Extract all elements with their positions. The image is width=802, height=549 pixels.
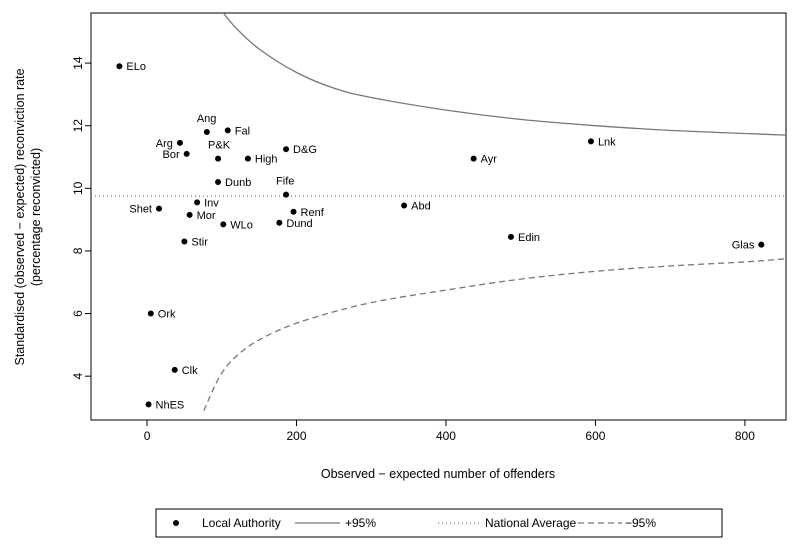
upper-95-curve <box>222 12 787 136</box>
lower-95-curve <box>203 258 787 411</box>
point-label: P&K <box>208 140 231 152</box>
y-tick-label: 10 <box>71 181 85 195</box>
x-tick-label: 400 <box>436 429 456 443</box>
point-label: Arg <box>156 138 173 150</box>
legend-point-marker <box>173 520 179 526</box>
point-label: Abd <box>411 201 431 213</box>
point-label: Renf <box>301 207 325 219</box>
point-inv <box>194 199 201 206</box>
point-wlo <box>220 221 227 228</box>
point-clk <box>171 366 178 373</box>
y-tick-label: 12 <box>71 119 85 133</box>
legend-national-average: National Average <box>485 516 577 530</box>
point-nhes <box>145 401 152 408</box>
legend-local-authority: Local Authority <box>202 516 281 530</box>
point-label: Glas <box>732 240 755 252</box>
point-mor <box>186 211 193 218</box>
point-label: Bor <box>163 149 180 161</box>
x-tick-label: 200 <box>286 429 306 443</box>
legend-lower: −95% <box>625 516 656 530</box>
point-label: NhES <box>156 399 185 411</box>
point-dund <box>276 219 283 226</box>
y-axis-title-line2: (percentage reconvicted) <box>29 148 43 286</box>
legend-upper: +95% <box>345 516 376 530</box>
point-glas <box>758 241 765 248</box>
point-label: Clk <box>182 365 198 377</box>
point-label: ELo <box>126 61 146 73</box>
point-shet <box>156 205 163 212</box>
y-tick-label: 6 <box>71 310 85 317</box>
point-label: Edin <box>518 232 540 244</box>
point-label: High <box>255 154 278 166</box>
y-tick-label: 14 <box>71 56 85 70</box>
point-dg <box>283 146 290 153</box>
point-ayr <box>470 155 477 162</box>
point-fife <box>283 191 290 198</box>
point-label: D&G <box>293 144 317 156</box>
x-tick-label: 800 <box>735 429 755 443</box>
point-label: Fife <box>276 176 294 188</box>
y-tick-label: 4 <box>71 373 85 380</box>
point-elo <box>116 63 123 70</box>
point-pk <box>215 155 222 162</box>
point-label: Ayr <box>481 154 498 166</box>
y-axis-title-line1: Standardised (observed − expected) recon… <box>13 68 27 365</box>
point-arg <box>176 139 183 146</box>
point-label: Ork <box>158 309 176 321</box>
y-tick-label: 8 <box>71 247 85 254</box>
point-label: Dunb <box>225 177 251 189</box>
point-edin <box>507 233 514 240</box>
point-ang <box>203 128 210 135</box>
point-abd <box>401 202 408 209</box>
point-label: Fal <box>235 125 250 137</box>
point-high <box>244 155 251 162</box>
legend-box <box>155 508 723 538</box>
point-label: Ang <box>197 113 217 125</box>
point-label: Dund <box>286 218 312 230</box>
point-label: Inv <box>204 197 219 209</box>
point-label: Shet <box>129 204 152 216</box>
x-axis-title: Observed − expected number of offenders <box>321 467 555 481</box>
plot-frame <box>90 12 787 421</box>
point-lnk <box>587 138 594 145</box>
point-dunb <box>215 179 222 186</box>
x-tick-label: 600 <box>585 429 605 443</box>
point-renf <box>290 208 297 215</box>
point-ork <box>147 310 154 317</box>
point-label: Mor <box>197 210 216 222</box>
point-label: WLo <box>230 219 253 231</box>
x-tick-label: 0 <box>144 429 151 443</box>
point-bor <box>183 150 190 157</box>
legend: Local Authority +95% National Average −9… <box>155 508 723 538</box>
point-label: Stir <box>191 237 208 249</box>
point-label: Lnk <box>598 136 616 148</box>
point-stir <box>181 238 188 245</box>
point-fal <box>224 127 231 134</box>
